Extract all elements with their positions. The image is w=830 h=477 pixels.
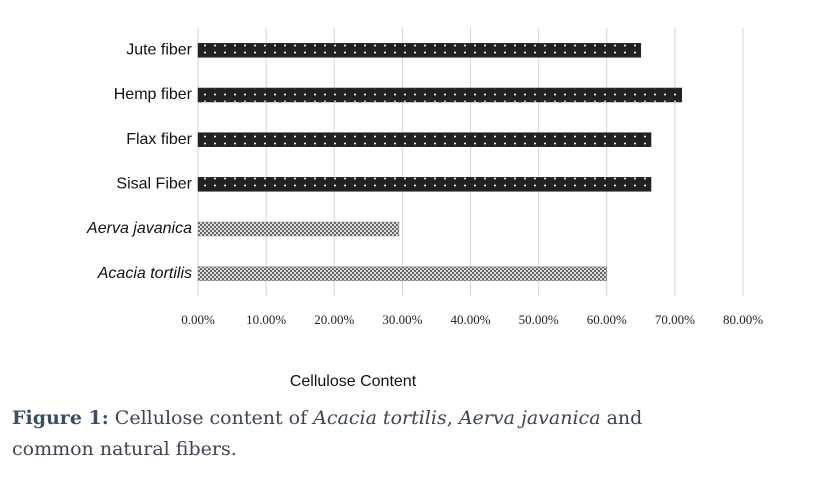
caption-line: common natural fibers. <box>12 438 237 460</box>
category-label: Flax fiber <box>126 131 192 148</box>
x-tick-label: 80.00% <box>723 312 763 327</box>
caption-text: Aerva javanica <box>458 407 601 429</box>
figure-caption: Figure 1: Cellulose content of Acacia to… <box>12 403 822 465</box>
category-label: Sisal Fiber <box>116 176 192 193</box>
bar <box>197 87 682 103</box>
x-tick-label: 10.00% <box>246 312 286 327</box>
x-axis-title: Cellulose Content <box>290 373 417 390</box>
x-tick-label: 70.00% <box>655 312 695 327</box>
caption-text: Cellulose content of <box>108 407 314 429</box>
caption-text: , <box>446 407 459 429</box>
bar <box>197 132 652 147</box>
caption-text: Figure 1: <box>12 407 109 429</box>
category-label: Acacia tortilis <box>97 265 192 282</box>
bar <box>197 177 652 192</box>
category-label: Jute fiber <box>126 42 192 59</box>
bar <box>197 43 642 58</box>
x-tick-label: 50.00% <box>519 312 559 327</box>
x-tick-label: 30.00% <box>382 312 422 327</box>
x-tick-label: 60.00% <box>587 312 627 327</box>
x-tick-label: 40.00% <box>450 312 490 327</box>
x-tick-label: 20.00% <box>314 312 354 327</box>
x-tick-label: 0.00% <box>181 312 215 327</box>
bar <box>197 221 400 237</box>
category-label: Hemp fiber <box>114 86 193 103</box>
bar <box>197 266 607 281</box>
category-label: Aerva javanica <box>86 220 192 237</box>
caption-line: Figure 1: Cellulose content of Acacia to… <box>12 403 822 434</box>
chart: Cellulose Content 0.00% 10.00% 20.00% 30.00… <box>86 28 763 390</box>
caption-text: Acacia tortilis <box>313 407 447 429</box>
caption-text: and <box>600 407 643 429</box>
